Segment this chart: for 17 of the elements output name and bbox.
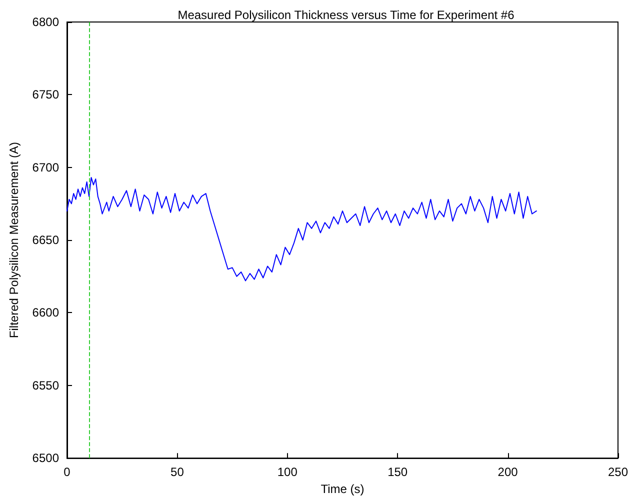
- y-tick-label: 6600: [32, 306, 60, 320]
- y-tick-label: 6700: [32, 160, 60, 174]
- y-tick-label: 6750: [32, 88, 60, 102]
- x-axis-title: Time (s): [320, 482, 364, 496]
- y-tick-label: 6550: [32, 378, 60, 392]
- chart-title: Measured Polysilicon Thickness versus Time for Experiment #6: [178, 8, 515, 22]
- x-tick-label: 250: [608, 465, 628, 480]
- y-tick-label: 6500: [32, 451, 60, 466]
- x-tick-label: 150: [388, 465, 408, 480]
- x-tick-label: 100: [277, 465, 298, 480]
- y-tick-label: 6800: [32, 15, 60, 29]
- y-tick-label: 6650: [32, 233, 60, 248]
- x-tick-label: 50: [170, 465, 184, 480]
- y-axis-title: Filtered Polysilicon Measurement (A): [7, 142, 21, 338]
- line-series: [66, 177, 537, 282]
- x-tick-label: 200: [498, 465, 518, 480]
- x-tick-label: 0: [64, 465, 71, 480]
